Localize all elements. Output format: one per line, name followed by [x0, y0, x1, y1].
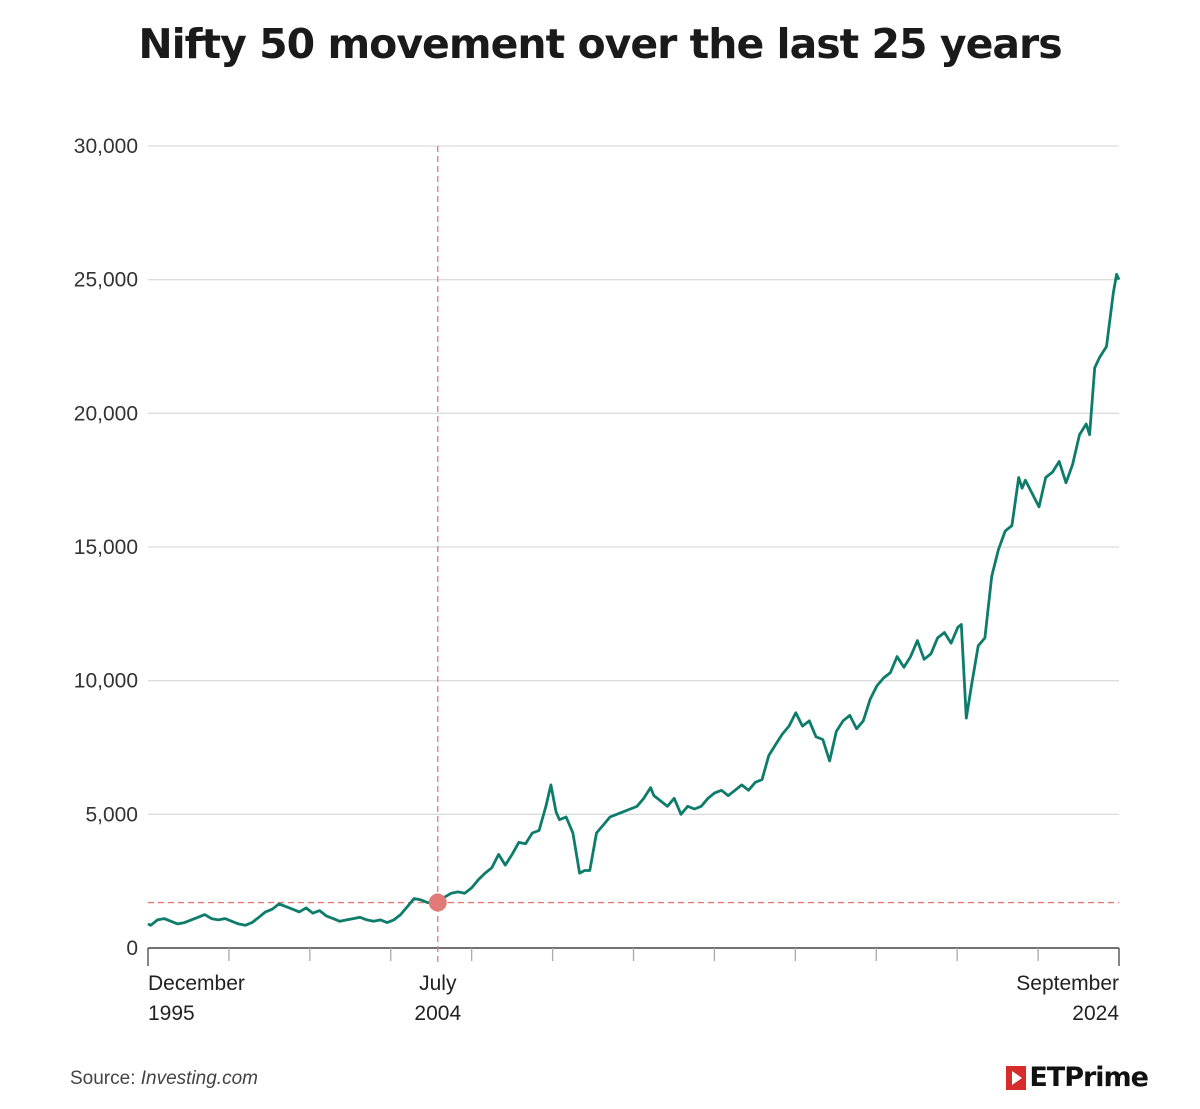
source-value: Investing.com — [140, 1068, 258, 1089]
x-tick-label: December — [148, 972, 245, 995]
x-axis-labels: December 1995 July 2004 September 2024 — [148, 972, 1119, 1025]
y-tick-label: 20,000 — [74, 402, 138, 425]
x-tick-label: July — [419, 972, 457, 995]
highlight-marker — [428, 893, 447, 912]
gridlines — [148, 145, 1119, 815]
series-line — [147, 272, 1121, 927]
brand-name: ETPrime — [1029, 1062, 1149, 1093]
y-tick-label: 25,000 — [74, 269, 138, 292]
x-tick-label: 1995 — [148, 1002, 195, 1025]
series-group — [147, 272, 1121, 927]
y-axis-ticks: 0 5,000 10,000 15,000 20,000 25,000 30,000 — [74, 135, 138, 960]
x-tick-label: 2024 — [1072, 1002, 1119, 1025]
brand-logo: ETPrime — [1006, 1062, 1149, 1093]
y-tick-label: 30,000 — [74, 135, 138, 158]
y-tick-label: 0 — [126, 937, 138, 960]
x-tick-label: September — [1016, 972, 1119, 995]
y-tick-label: 10,000 — [74, 670, 138, 693]
play-icon — [1006, 1065, 1027, 1090]
y-tick-label: 15,000 — [74, 536, 138, 559]
x-tick-label: 2004 — [414, 1002, 461, 1025]
annotation-lines — [148, 146, 1119, 966]
source-label: Source: — [70, 1068, 136, 1089]
source-note: Source: Investing.com — [70, 1068, 258, 1090]
x-axis — [147, 947, 1120, 966]
y-tick-label: 5,000 — [85, 803, 138, 826]
chart-title: Nifty 50 movement over the last 25 years — [138, 20, 1062, 68]
